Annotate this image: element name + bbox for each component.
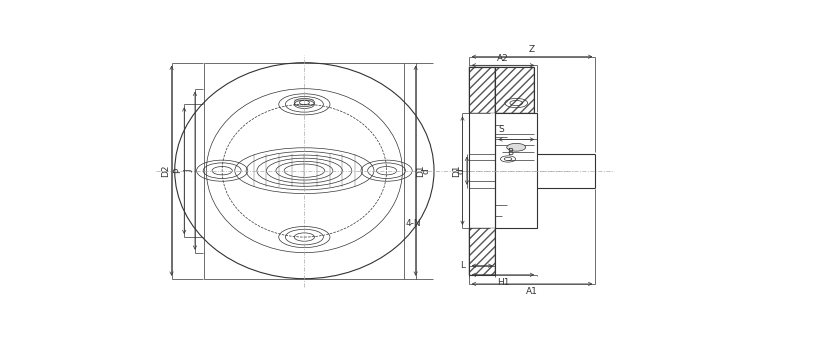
Bar [205, 63, 404, 279]
Bar [495, 114, 537, 228]
Text: 4-N: 4-N [406, 219, 421, 228]
Text: Z: Z [529, 45, 535, 54]
Text: B: B [507, 148, 513, 157]
Text: D1: D1 [415, 164, 424, 177]
Text: A1: A1 [526, 287, 538, 296]
Text: D2: D2 [161, 165, 170, 177]
Text: d: d [456, 168, 465, 174]
Text: d: d [422, 168, 431, 174]
Text: D1: D1 [451, 164, 461, 177]
Text: H1: H1 [497, 278, 509, 287]
Text: L: L [460, 261, 465, 270]
Text: A2: A2 [497, 54, 509, 63]
Text: S: S [498, 125, 503, 134]
Circle shape [507, 143, 526, 151]
Text: P: P [173, 168, 183, 173]
Text: J: J [184, 169, 193, 172]
Bar [468, 67, 495, 275]
